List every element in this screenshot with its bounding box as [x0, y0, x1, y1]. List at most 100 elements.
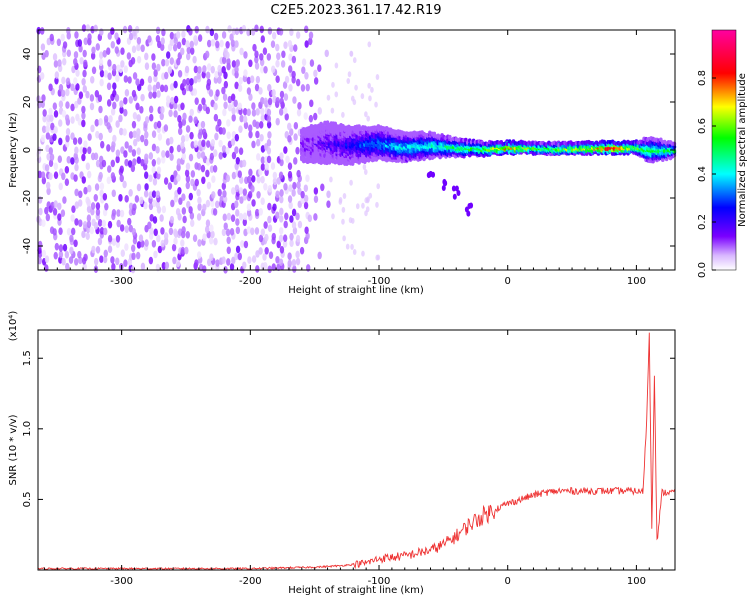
- spectrogram-cell: [53, 171, 59, 179]
- spectrogram-cell: [61, 257, 66, 266]
- spectrogram-cell: [210, 139, 216, 147]
- spectrogram-cell: [173, 228, 178, 237]
- spectrogram-cell: [128, 96, 134, 104]
- spectrogram-cell: [275, 117, 280, 126]
- spectrogram-cell: [98, 58, 104, 67]
- spectrogram-cell: [91, 66, 97, 75]
- spectrogram-cell: [194, 178, 199, 187]
- spectrogram-cell: [153, 74, 158, 83]
- spectrogram-cell: [123, 259, 128, 267]
- spectrogram-cell: [93, 257, 99, 266]
- spectrogram-cell: [366, 115, 371, 122]
- spectrogram-cell: [275, 59, 280, 68]
- spectrogram-cell: [239, 114, 244, 123]
- spectrogram-cell: [284, 113, 289, 121]
- spectrogram-cell: [289, 232, 294, 241]
- spectrogram-cell: [173, 110, 178, 118]
- spectrogram-cell: [221, 86, 226, 95]
- spectrogram-cell: [85, 162, 91, 171]
- x-tick-label: 0: [505, 276, 511, 287]
- spectrogram-cell: [288, 184, 293, 192]
- spectrogram-cell: [53, 200, 58, 208]
- spectrogram-cell: [303, 25, 309, 34]
- spectrogram-cell: [45, 132, 51, 140]
- spectrogram-cell: [111, 263, 116, 271]
- spectrogram-cell: [70, 103, 75, 112]
- spectrogram-cell: [98, 171, 103, 180]
- spectrogram-cell: [152, 216, 158, 224]
- spectrogram-cell: [160, 84, 165, 93]
- spectrogram-cell: [254, 50, 259, 59]
- spectrogram-cell: [103, 115, 109, 123]
- spectrogram-cell: [222, 190, 227, 198]
- spectrogram-cell: [74, 188, 79, 197]
- spectrogram-cell: [208, 236, 214, 245]
- spectrogram-cell: [375, 201, 379, 208]
- spectrogram-cell: [119, 106, 124, 114]
- spectrogram-cell: [102, 255, 108, 264]
- spectrogram-cell: [326, 190, 331, 199]
- spectrogram-cell: [58, 100, 64, 109]
- spectrogram-cell: [90, 52, 96, 60]
- spectrogram-cell: [184, 65, 190, 74]
- spectrogram-cell: [248, 130, 253, 139]
- spectrogram-cell: [148, 152, 154, 160]
- spectrogram-cell: [276, 177, 281, 185]
- spectrogram-cell: [197, 66, 202, 74]
- spectrogram-cell: [283, 41, 288, 50]
- spectrogram-cell: [41, 125, 47, 134]
- spectrogram-cell: [267, 131, 272, 139]
- colorbar-tick-label: 0.6: [697, 118, 708, 134]
- spectrogram-cell: [41, 219, 46, 228]
- spectrogram-cell: [212, 164, 218, 173]
- spectrogram-cell: [215, 40, 220, 49]
- spectrogram-cell: [61, 110, 67, 118]
- spectrogram-cell: [74, 218, 79, 226]
- spectrogram-cell: [181, 118, 187, 126]
- spectrogram-cell: [254, 83, 260, 92]
- spectrogram-cell: [234, 27, 240, 36]
- spectrogram-cell: [156, 157, 161, 165]
- spectrogram-cell: [213, 32, 219, 41]
- spectrogram-cell: [131, 45, 137, 54]
- spectrogram-cell: [104, 202, 109, 211]
- spectrogram-cell: [246, 203, 252, 212]
- spectrogram-cell: [163, 124, 169, 132]
- spectrogram-cell: [148, 191, 153, 199]
- spectrogram-cell: [255, 108, 260, 116]
- spectrogram-cell: [267, 265, 272, 274]
- spectrogram-cell: [82, 85, 87, 93]
- spectrogram-cell: [151, 53, 156, 61]
- colorbar-tick-label: 0.4: [697, 166, 708, 182]
- spectrogram-cell: [106, 144, 111, 152]
- spectrogram-cell: [110, 172, 116, 180]
- spectrogram-cell: [144, 115, 150, 124]
- spectrogram-cell: [251, 199, 256, 207]
- spectrogram-cell: [215, 89, 220, 97]
- spectrogram-cell: [341, 206, 346, 213]
- spectrogram-cell: [279, 207, 284, 216]
- x-tick-label: -200: [239, 276, 262, 287]
- spectrogram-y-ticks: -40 -20 0 20 40: [22, 48, 675, 254]
- spectrogram-cell: [136, 241, 142, 249]
- spectrogram-cell: [148, 174, 153, 183]
- spectrogram-cell: [99, 255, 104, 263]
- spectrogram-cell: [132, 138, 138, 147]
- spectrogram-cell: [136, 55, 142, 64]
- spectrogram-cell: [155, 34, 161, 43]
- spectrogram-cell: [54, 71, 60, 79]
- spectrogram-cell: [60, 209, 66, 217]
- spectrogram-cell: [260, 107, 265, 116]
- spectrogram-cell: [147, 84, 152, 92]
- spectrogram-cell: [262, 47, 268, 56]
- spectrogram-cell: [111, 189, 116, 198]
- spectrogram-cell: [176, 57, 181, 66]
- spectrogram-cell: [114, 94, 120, 102]
- spectrogram-cell: [248, 168, 253, 177]
- spectrogram-cell: [208, 89, 214, 97]
- spectrogram-cell: [205, 106, 211, 115]
- spectrogram-cell: [262, 253, 267, 261]
- spectrogram-cell: [112, 63, 117, 72]
- spectrogram-cell: [169, 83, 175, 91]
- spectrogram-cell: [155, 190, 161, 199]
